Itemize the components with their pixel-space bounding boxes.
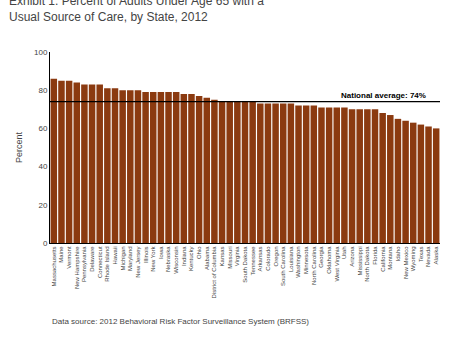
svg-text:Pennsylvania: Pennsylvania <box>81 246 87 282</box>
svg-text:100: 100 <box>34 48 48 57</box>
svg-text:Oregon: Oregon <box>273 246 279 266</box>
svg-text:0: 0 <box>43 239 48 248</box>
svg-text:Minnesota: Minnesota <box>303 246 309 274</box>
svg-text:Data source: 2012 Behavioral R: Data source: 2012 Behavioral Risk Factor… <box>52 317 309 326</box>
svg-text:Florida: Florida <box>372 246 378 265</box>
svg-text:Ohio: Ohio <box>196 246 202 259</box>
svg-text:Arkansas: Arkansas <box>257 246 263 271</box>
svg-text:Illinois: Illinois <box>143 246 149 263</box>
svg-text:Kentucky: Kentucky <box>188 246 194 271</box>
svg-text:New Mexico: New Mexico <box>403 246 409 279</box>
svg-text:West Virginia: West Virginia <box>334 246 340 282</box>
svg-text:Percent: Percent <box>14 131 24 163</box>
svg-text:North Carolina: North Carolina <box>311 246 317 285</box>
svg-text:National average: 74%: National average: 74% <box>341 91 426 100</box>
svg-text:Connecticut: Connecticut <box>97 246 103 278</box>
svg-text:District of Columbia: District of Columbia <box>211 246 217 299</box>
svg-text:Utah: Utah <box>341 246 347 259</box>
svg-text:Iowa: Iowa <box>158 246 164 259</box>
svg-text:Hawaii: Hawaii <box>112 246 118 264</box>
svg-text:Montana: Montana <box>387 246 393 270</box>
svg-text:Alaska: Alaska <box>433 246 439 265</box>
svg-text:Massachusetts: Massachusetts <box>51 246 57 286</box>
svg-text:Exhibit 1. Percent of Adults U: Exhibit 1. Percent of Adults Under Age 6… <box>9 0 264 24</box>
svg-text:20: 20 <box>38 201 47 210</box>
svg-text:Wisconsin: Wisconsin <box>173 246 179 273</box>
svg-text:Colorado: Colorado <box>265 246 271 271</box>
svg-text:Michigan: Michigan <box>120 246 126 270</box>
svg-text:Missouri: Missouri <box>227 246 233 268</box>
svg-text:40: 40 <box>38 162 47 171</box>
svg-text:South Carolina: South Carolina <box>280 246 286 286</box>
svg-text:60: 60 <box>38 124 47 133</box>
svg-text:Texas: Texas <box>418 246 424 262</box>
svg-text:Louisiana: Louisiana <box>288 246 294 272</box>
svg-text:Wyoming: Wyoming <box>410 246 416 271</box>
svg-text:Virginia: Virginia <box>234 246 240 267</box>
svg-text:Tennessee: Tennessee <box>250 246 256 276</box>
svg-text:South Dakota: South Dakota <box>242 246 248 283</box>
svg-text:80: 80 <box>38 86 47 95</box>
svg-text:Alabama: Alabama <box>204 246 210 270</box>
svg-text:California: California <box>380 246 386 272</box>
svg-text:Kansas: Kansas <box>219 246 225 266</box>
svg-text:Arizona: Arizona <box>349 246 355 267</box>
svg-text:Georgia: Georgia <box>318 246 324 268</box>
svg-text:Washington: Washington <box>295 246 301 277</box>
svg-text:Nevada: Nevada <box>425 246 431 267</box>
svg-text:Rhode Island: Rhode Island <box>104 246 110 281</box>
svg-text:Maryland: Maryland <box>127 246 133 271</box>
svg-text:Maine: Maine <box>58 246 64 263</box>
svg-text:Indiana: Indiana <box>181 246 187 266</box>
svg-text:Idaho: Idaho <box>395 246 401 262</box>
svg-text:Nebraska: Nebraska <box>165 246 171 272</box>
svg-text:New Hampshire: New Hampshire <box>74 246 80 289</box>
svg-text:New Jersey: New Jersey <box>135 246 141 277</box>
svg-text:Delaware: Delaware <box>89 246 95 272</box>
svg-text:Vermont: Vermont <box>66 246 72 269</box>
svg-text:New York: New York <box>150 245 156 271</box>
svg-text:Oklahoma: Oklahoma <box>326 246 332 274</box>
svg-text:Mississippi: Mississippi <box>357 246 363 275</box>
svg-text:North Dakota: North Dakota <box>364 246 370 282</box>
